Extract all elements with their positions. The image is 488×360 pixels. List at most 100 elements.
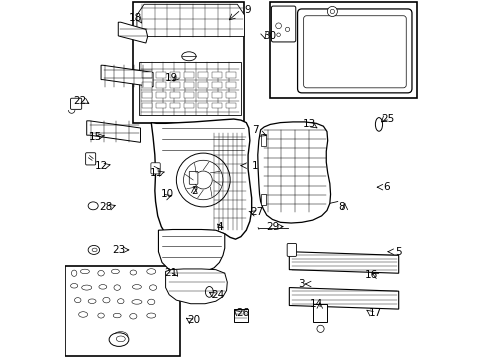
- Bar: [184, 103, 194, 108]
- Ellipse shape: [98, 270, 104, 276]
- Ellipse shape: [98, 313, 104, 318]
- Bar: [233, 309, 247, 321]
- FancyBboxPatch shape: [271, 6, 295, 42]
- Ellipse shape: [92, 248, 97, 252]
- Polygon shape: [139, 62, 241, 116]
- Ellipse shape: [132, 285, 141, 289]
- Text: 2: 2: [191, 186, 197, 196]
- Ellipse shape: [102, 297, 110, 303]
- Text: 9: 9: [244, 5, 251, 15]
- FancyBboxPatch shape: [189, 171, 198, 184]
- Polygon shape: [289, 252, 398, 273]
- Ellipse shape: [117, 299, 124, 304]
- Bar: [226, 82, 236, 88]
- Text: 4: 4: [216, 222, 222, 231]
- Ellipse shape: [375, 118, 382, 131]
- Circle shape: [183, 160, 223, 200]
- FancyBboxPatch shape: [169, 192, 175, 202]
- Bar: [170, 93, 180, 98]
- Text: 10: 10: [161, 189, 174, 199]
- Polygon shape: [151, 119, 251, 240]
- Polygon shape: [289, 288, 398, 309]
- Circle shape: [194, 171, 212, 189]
- Polygon shape: [260, 194, 265, 205]
- Bar: [156, 72, 166, 78]
- Bar: [170, 103, 180, 108]
- Text: 21: 21: [164, 268, 177, 278]
- Bar: [198, 72, 208, 78]
- Bar: [65, 266, 180, 356]
- Text: 7: 7: [251, 125, 258, 135]
- Bar: [198, 93, 208, 98]
- Ellipse shape: [88, 246, 100, 255]
- Text: 23: 23: [112, 245, 125, 255]
- Text: 19: 19: [164, 73, 177, 83]
- FancyBboxPatch shape: [85, 153, 96, 165]
- Polygon shape: [260, 134, 265, 146]
- Ellipse shape: [129, 314, 137, 319]
- Text: 11: 11: [150, 168, 163, 178]
- Text: 3: 3: [298, 279, 305, 289]
- Ellipse shape: [71, 270, 77, 276]
- Circle shape: [285, 27, 289, 32]
- Ellipse shape: [111, 269, 119, 274]
- FancyBboxPatch shape: [286, 243, 296, 256]
- Bar: [142, 103, 152, 108]
- Bar: [156, 103, 166, 108]
- Circle shape: [276, 33, 280, 37]
- Text: 27: 27: [250, 207, 263, 217]
- Text: 16: 16: [365, 270, 378, 280]
- Ellipse shape: [147, 299, 155, 305]
- Bar: [198, 103, 208, 108]
- Circle shape: [326, 6, 337, 17]
- Text: 29: 29: [266, 222, 279, 231]
- Ellipse shape: [99, 285, 106, 289]
- Bar: [184, 72, 194, 78]
- Ellipse shape: [80, 269, 89, 274]
- FancyBboxPatch shape: [303, 16, 406, 88]
- Polygon shape: [158, 229, 224, 273]
- FancyBboxPatch shape: [151, 163, 160, 174]
- Bar: [212, 103, 222, 108]
- Ellipse shape: [116, 336, 125, 342]
- Text: 22: 22: [74, 96, 87, 106]
- Text: 18: 18: [128, 13, 142, 23]
- Text: 13: 13: [302, 120, 315, 129]
- Bar: [184, 93, 194, 98]
- Bar: [312, 304, 326, 321]
- Bar: [156, 82, 166, 88]
- Ellipse shape: [146, 269, 155, 274]
- Circle shape: [329, 9, 334, 14]
- Text: 25: 25: [381, 114, 394, 124]
- Text: 15: 15: [89, 132, 102, 142]
- Text: 28: 28: [99, 202, 112, 212]
- Text: 1: 1: [251, 161, 258, 171]
- Ellipse shape: [70, 284, 78, 288]
- Ellipse shape: [113, 332, 128, 341]
- FancyBboxPatch shape: [297, 9, 411, 93]
- Circle shape: [275, 23, 281, 29]
- Ellipse shape: [109, 333, 128, 346]
- Bar: [212, 93, 222, 98]
- Text: 5: 5: [395, 247, 401, 257]
- Text: 26: 26: [236, 308, 249, 318]
- Text: 20: 20: [187, 315, 201, 325]
- Ellipse shape: [114, 285, 120, 291]
- Text: 30: 30: [263, 31, 276, 41]
- Polygon shape: [101, 65, 153, 87]
- Text: 24: 24: [210, 290, 224, 300]
- Bar: [198, 82, 208, 88]
- Ellipse shape: [81, 285, 92, 290]
- Bar: [212, 82, 222, 88]
- Ellipse shape: [88, 202, 98, 210]
- Bar: [269, 3, 416, 98]
- Bar: [142, 93, 152, 98]
- FancyBboxPatch shape: [70, 98, 81, 109]
- Text: 6: 6: [382, 182, 388, 192]
- Bar: [212, 72, 222, 78]
- Text: 14: 14: [309, 299, 322, 309]
- Ellipse shape: [149, 285, 156, 291]
- Text: 17: 17: [368, 308, 381, 318]
- Ellipse shape: [182, 52, 196, 61]
- Bar: [226, 103, 236, 108]
